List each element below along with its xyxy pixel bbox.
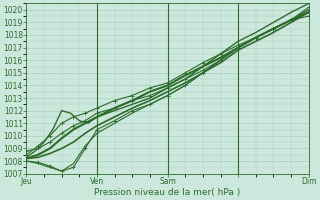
X-axis label: Pression niveau de la mer( hPa ): Pression niveau de la mer( hPa ) [94,188,241,197]
